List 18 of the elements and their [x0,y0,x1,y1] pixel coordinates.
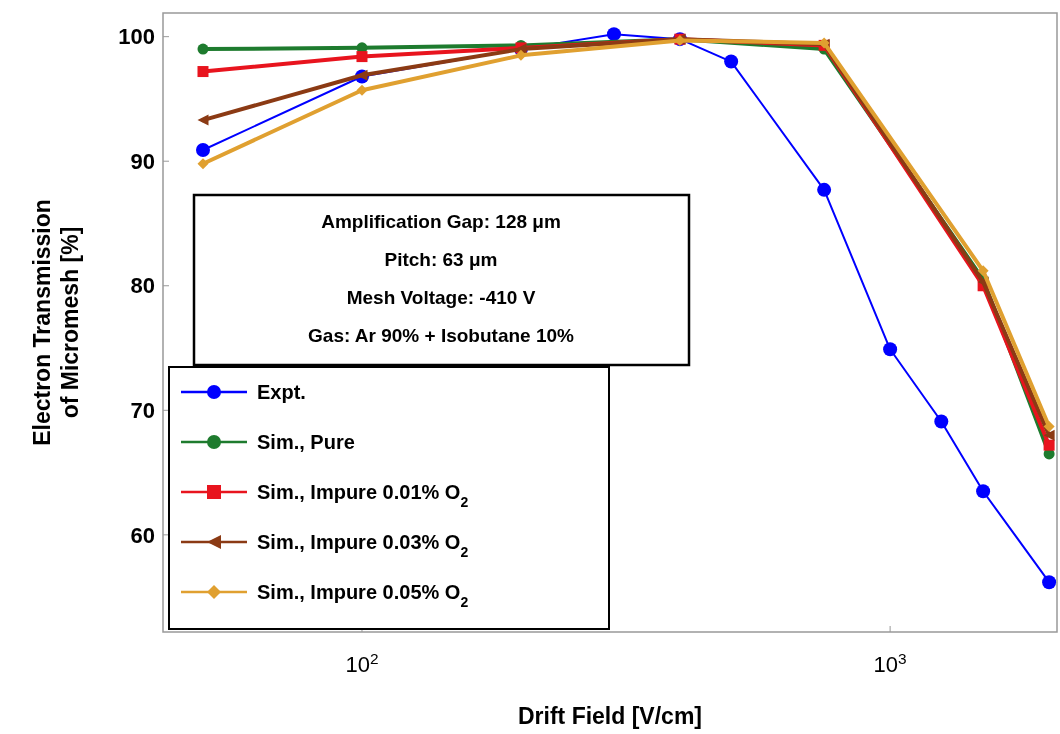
legend-label: Sim., Pure [257,431,355,453]
legend-label: Sim., Impure 0.05% O$_{2}$ [257,581,469,610]
y-tick-label: 90 [130,148,155,174]
x-axis-title: Drift Field [V/cm] [517,703,703,729]
x-tick-label: 10$^{2}$ [345,649,379,677]
y-tick-label: 80 [130,273,155,299]
annotation: Amplification Gap: 128 μm [321,211,561,232]
annotation: Pitch: 63 μm [384,249,498,270]
y-tick-label: 100 [118,24,155,50]
y-tick-label: 60 [130,522,155,548]
y-tick-label: 70 [130,398,155,424]
legend-label: Sim., Impure 0.01% O$_{2}$ [257,481,469,510]
annotation: Mesh Voltage: -410 V [346,287,536,308]
legend-label: Expt. [257,381,306,403]
x-tick-label: 10$^{3}$ [873,649,907,677]
y-axis-title: Electron Transmission of Micromesh [%] [29,199,83,446]
legend-label: Sim., Impure 0.03% O$_{2}$ [257,531,469,560]
annotation: Gas: Ar 90% + Isobutane 10% [308,325,575,346]
